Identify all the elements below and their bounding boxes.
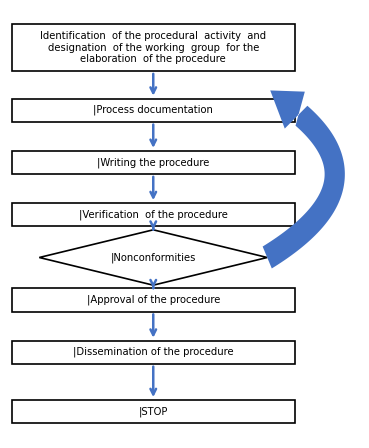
Text: |Dissemination of the procedure: |Dissemination of the procedure <box>73 347 234 358</box>
Text: |Writing the procedure: |Writing the procedure <box>97 157 210 168</box>
FancyBboxPatch shape <box>12 99 295 122</box>
Polygon shape <box>263 90 345 268</box>
Text: |Nonconformities: |Nonconformities <box>111 252 196 263</box>
FancyBboxPatch shape <box>12 340 295 364</box>
Text: |Approval of the procedure: |Approval of the procedure <box>87 295 220 305</box>
FancyBboxPatch shape <box>12 289 295 311</box>
FancyBboxPatch shape <box>12 400 295 423</box>
Polygon shape <box>39 230 267 285</box>
FancyBboxPatch shape <box>12 24 295 71</box>
Text: |STOP: |STOP <box>139 406 168 417</box>
Text: Identification  of the procedural  activity  and
designation  of the working  gr: Identification of the procedural activit… <box>40 31 266 64</box>
Text: |Process documentation: |Process documentation <box>93 105 213 116</box>
Text: |Verification  of the procedure: |Verification of the procedure <box>79 209 228 220</box>
FancyBboxPatch shape <box>12 203 295 226</box>
FancyBboxPatch shape <box>12 151 295 174</box>
